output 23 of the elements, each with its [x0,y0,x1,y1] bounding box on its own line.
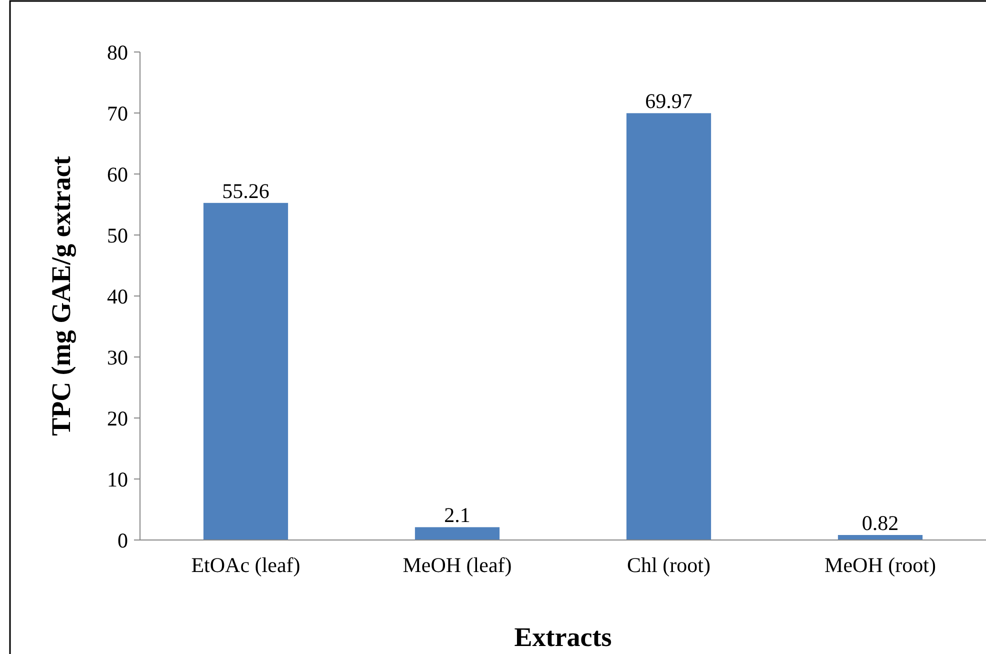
y-tick-label: 0 [118,528,128,552]
data-label: 55.26 [222,178,270,203]
x-tick-label: MeOH (root) [824,553,936,577]
y-tick-label: 70 [107,101,128,126]
data-label: 0.82 [862,511,899,535]
bar [414,527,500,540]
x-tick-label: MeOH (leaf) [402,553,512,577]
y-tick-label: 80 [107,40,128,64]
y-axis-title: TPC (mg GAE/g extract [46,156,76,436]
x-axis-title: Extracts [514,622,612,652]
y-tick-label: 50 [107,223,128,248]
data-label: 69.97 [645,89,692,114]
bar [203,202,288,540]
x-tick-label: Chl (root) [627,553,710,577]
bar [626,113,712,540]
y-tick-label: 20 [107,406,128,430]
y-tick-label: 40 [107,284,128,308]
data-label: 2.1 [444,503,470,528]
y-tick-label: 10 [107,467,128,492]
x-tick-label: EtOAc (leaf) [191,553,300,577]
y-tick-label: 30 [107,345,128,370]
bar [838,535,923,540]
y-tick-label: 60 [107,162,128,186]
